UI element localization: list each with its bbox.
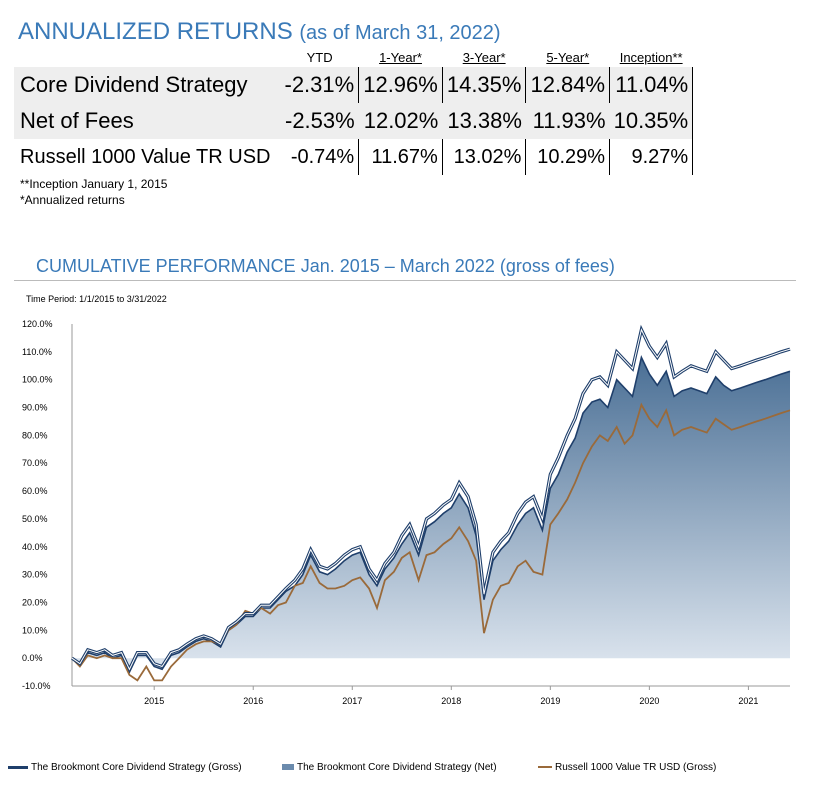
row-name: Russell 1000 Value TR USD [20, 145, 271, 168]
legend-russell: Russell 1000 Value TR USD (Gross) [538, 762, 716, 773]
time-period-label: Time Period: 1/1/2015 to 3/31/2022 [26, 294, 167, 304]
legend-gross-label: The Brookmont Core Dividend Strategy (Gr… [31, 762, 242, 773]
table-row: Net of Fees -2.53% 12.02% 13.38% 11.93% … [14, 103, 694, 139]
header-5yr: 5-Year* [546, 50, 590, 65]
y-tick-label: 80.0% [22, 430, 48, 440]
row-5yr: 11.93% [525, 103, 610, 139]
inception-note: **Inception January 1, 2015 [20, 177, 168, 191]
annualized-returns-heading: ANNUALIZED RETURNS [18, 18, 293, 45]
header-3yr: 3-Year* [462, 50, 506, 65]
net-line-series [71, 354, 791, 674]
x-tick-label: 2015 [144, 696, 164, 706]
y-tick-label: 10.0% [22, 625, 48, 635]
x-tick-label: 2019 [540, 696, 560, 706]
table-row: Core Dividend Strategy -2.31% 12.96% 14.… [14, 67, 694, 103]
row-3yr: 14.35% [442, 67, 527, 103]
cumulative-performance-chart: -10.0% 0.0% 10.0% 20.0% 30.0% 40.0% 50.0% 60.0%… [22, 319, 791, 706]
row-1yr: 11.67% [358, 139, 443, 175]
annualized-returns-title: ANNUALIZED RETURNS (as of March 31, 2022… [18, 18, 501, 46]
header-ytd: YTD [306, 50, 333, 65]
table-row: Russell 1000 Value TR USD -0.74% 11.67% … [14, 139, 694, 175]
row-name: Net of Fees [14, 103, 281, 139]
y-tick-label: 110.0% [22, 347, 52, 357]
russell-line-series [71, 402, 791, 682]
row-ytd: -2.53% [280, 103, 359, 139]
y-tick-label: 60.0% [22, 486, 48, 496]
y-tick-label: 90.0% [22, 403, 48, 413]
x-tick-label: 2020 [639, 696, 659, 706]
row-5yr: 10.29% [525, 139, 611, 175]
row-ytd: -2.31% [280, 67, 360, 103]
as-of-date: (as of March 31, 2022) [299, 22, 501, 44]
header-blank [14, 50, 281, 67]
row-inception: 10.35% [609, 103, 694, 139]
legend-gross: The Brookmont Core Dividend Strategy (Gr… [8, 762, 242, 773]
plot-area [71, 324, 791, 682]
header-1yr: 1-Year* [379, 50, 422, 65]
y-tick-label: 30.0% [22, 570, 48, 580]
y-tick-label: 0.0% [22, 653, 43, 663]
legend-gross-swatch [8, 765, 28, 769]
row-5yr: 12.84% [525, 67, 611, 103]
x-tick-label: 2016 [243, 696, 263, 706]
x-tick-label: 2017 [342, 696, 362, 706]
row-ytd: -0.74% [280, 139, 360, 175]
legend-net-swatch [282, 764, 294, 771]
returns-header-row: YTD 1-Year* 3-Year* 5-Year* Inception** [14, 50, 693, 67]
x-tick-label: 2021 [738, 696, 758, 706]
legend-net: The Brookmont Core Dividend Strategy (Ne… [282, 762, 497, 773]
cumulative-performance-title: CUMULATIVE PERFORMANCE Jan. 2015 – March… [36, 256, 615, 276]
y-tick-label: 100.0% [22, 375, 53, 385]
y-tick-label: -10.0% [22, 681, 51, 691]
row-3yr: 13.38% [442, 103, 526, 139]
row-inception: 11.04% [609, 67, 694, 103]
annualized-note: *Annualized returns [20, 193, 125, 207]
legend-russell-swatch [538, 766, 552, 769]
header-inception: Inception** [619, 50, 683, 65]
row-1yr: 12.96% [358, 67, 443, 103]
returns-table: YTD 1-Year* 3-Year* 5-Year* Inception** … [14, 50, 694, 175]
gross-line-highlight [71, 328, 791, 671]
y-tick-label: 70.0% [22, 458, 48, 468]
legend-net-label: The Brookmont Core Dividend Strategy (Ne… [297, 762, 497, 773]
row-inception: 9.27% [609, 139, 694, 175]
y-tick-label: 50.0% [22, 514, 48, 524]
x-axis: 2015 2016 2017 2018 2019 2020 2021 [72, 685, 790, 706]
y-axis: -10.0% 0.0% 10.0% 20.0% 30.0% 40.0% 50.0% 60.0%… [22, 319, 73, 691]
row-1yr: 12.02% [358, 103, 443, 139]
y-tick-label: 20.0% [22, 597, 48, 607]
y-tick-label: 120.0% [22, 319, 53, 329]
row-3yr: 13.02% [442, 139, 527, 175]
legend-russell-label: Russell 1000 Value TR USD (Gross) [555, 762, 717, 773]
title-divider [14, 280, 796, 281]
x-tick-label: 2018 [441, 696, 461, 706]
y-tick-label: 40.0% [22, 542, 48, 552]
row-name: Core Dividend Strategy [14, 67, 281, 103]
